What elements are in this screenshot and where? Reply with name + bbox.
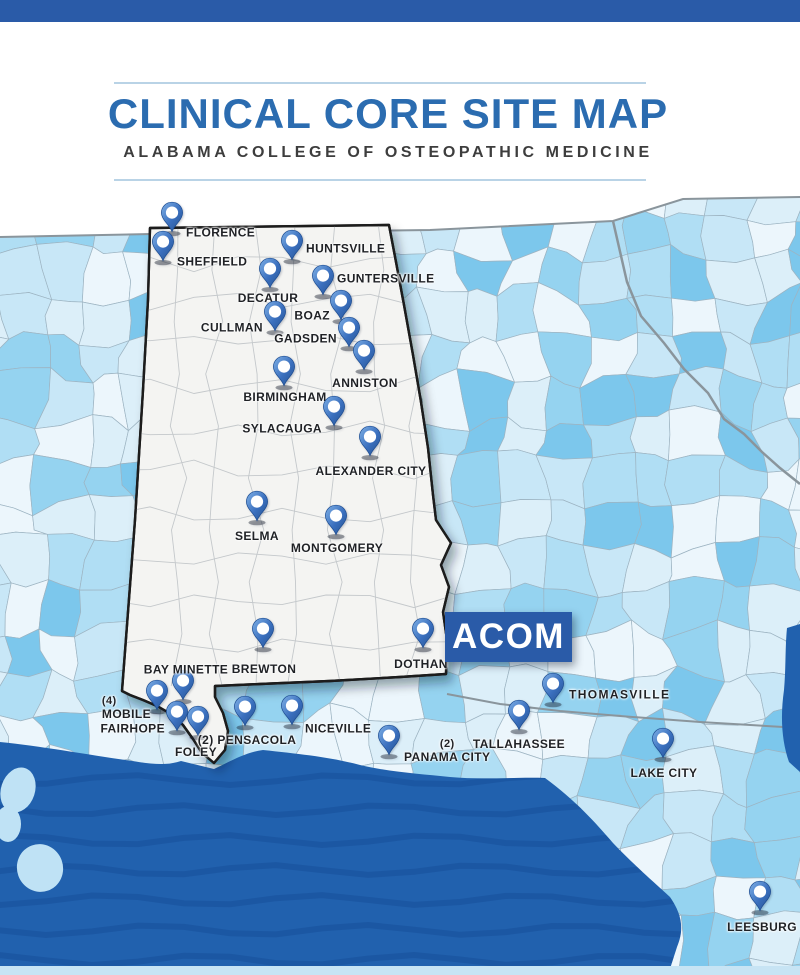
map-pin-leesburg <box>747 880 773 921</box>
site-label-selma: SELMA <box>235 529 279 543</box>
site-label-alexander-city: ALEXANDER CITY <box>315 464 427 478</box>
map-pin-decatur <box>257 257 283 298</box>
site-count-panama-city: (2) <box>439 737 455 750</box>
site-label-montgomery: MONTGOMERY <box>290 541 384 555</box>
site-label-dothan: DOTHAN <box>394 657 448 671</box>
site-label-guntersville: GUNTERSVILLE <box>337 271 435 286</box>
header-rule-bottom <box>114 179 646 181</box>
map-pin-tallahassee <box>506 699 532 740</box>
site-label-decatur: DECATUR <box>237 291 299 305</box>
map-pin-thomasville <box>540 672 566 713</box>
atlantic-coast-strip <box>781 624 800 772</box>
map-pin-dothan <box>410 617 436 658</box>
map-pin-anniston <box>351 339 377 380</box>
map-pin-selma <box>244 490 270 531</box>
site-label-boaz: BOAZ <box>294 308 330 323</box>
site-label-sylacauga: SYLACAUGA <box>242 421 322 436</box>
site-label-mobile: (4) MOBILE <box>101 694 151 721</box>
map-pin-montgomery <box>323 504 349 545</box>
map-pin-lake-city <box>650 727 676 768</box>
map-pin-guntersville <box>310 264 336 305</box>
site-label-panama-city: (2) PANAMA CITY <box>404 737 491 764</box>
site-count-mobile: (4) <box>101 694 117 707</box>
site-label-brewton: BREWTON <box>231 662 297 676</box>
map-pin-gadsden <box>336 316 362 357</box>
map-pin-panama-city <box>376 724 402 765</box>
site-label-huntsville: HUNTSVILLE <box>306 241 386 256</box>
map-pin-bay-minette <box>170 669 196 710</box>
site-label-thomasville: THOMASVILLE <box>569 687 671 702</box>
site-label-cullman: CULLMAN <box>200 320 263 335</box>
header-rule-top <box>114 82 646 84</box>
header: CLINICAL CORE SITE MAP ALABAMA COLLEGE O… <box>0 22 800 184</box>
map-pin-brewton <box>250 617 276 658</box>
map-pin-niceville <box>279 694 305 735</box>
page-subtitle: ALABAMA COLLEGE OF OSTEOPATHIC MEDICINE <box>123 144 653 161</box>
site-label-lake-city: LAKE CITY <box>630 766 698 780</box>
bottom-edge-strip <box>0 966 800 975</box>
state-border-line-fl-ga <box>446 693 800 729</box>
page-title: CLINICAL CORE SITE MAP <box>107 90 669 137</box>
map-pin-alexander-city <box>357 425 383 466</box>
site-label-foley: FOLEY <box>174 745 218 759</box>
site-label-tallahassee: TALLAHASSEE <box>472 737 566 751</box>
site-label-bay-minette: BAY MINETTE <box>143 662 229 677</box>
site-label-fairhope: FAIRHOPE <box>100 721 165 736</box>
site-label-leesburg: LEESBURG <box>727 920 797 934</box>
state-border-line-east <box>611 220 800 485</box>
map-pin-fairhope <box>164 700 190 741</box>
site-label-pensacola: (2) PENSACOLA <box>197 733 297 747</box>
site-label-anniston: ANNISTON <box>332 376 398 390</box>
site-label-niceville: NICEVILLE <box>305 721 372 736</box>
site-label-gadsden: GADSDEN <box>274 331 337 346</box>
acom-badge: ACOM <box>445 612 572 662</box>
map-pin-birmingham <box>271 355 297 396</box>
map-top-white-band <box>0 182 800 237</box>
map-pin-sheffield <box>150 230 176 271</box>
map-pin-sylacauga <box>321 395 347 436</box>
map-pin-pensacola <box>232 695 258 736</box>
map-pin-foley <box>185 705 211 746</box>
bay-inlet <box>0 806 21 842</box>
site-label-birmingham: BIRMINGHAM <box>243 390 327 404</box>
site-label-sheffield: SHEFFIELD <box>177 254 248 269</box>
map-pin-cullman <box>262 300 288 341</box>
site-label-florence: FLORENCE <box>186 225 256 240</box>
bay-inlet <box>16 844 64 892</box>
mobile-bay-inlet <box>0 767 36 813</box>
map-pin-mobile <box>144 679 170 720</box>
map-pin-huntsville <box>279 229 305 270</box>
